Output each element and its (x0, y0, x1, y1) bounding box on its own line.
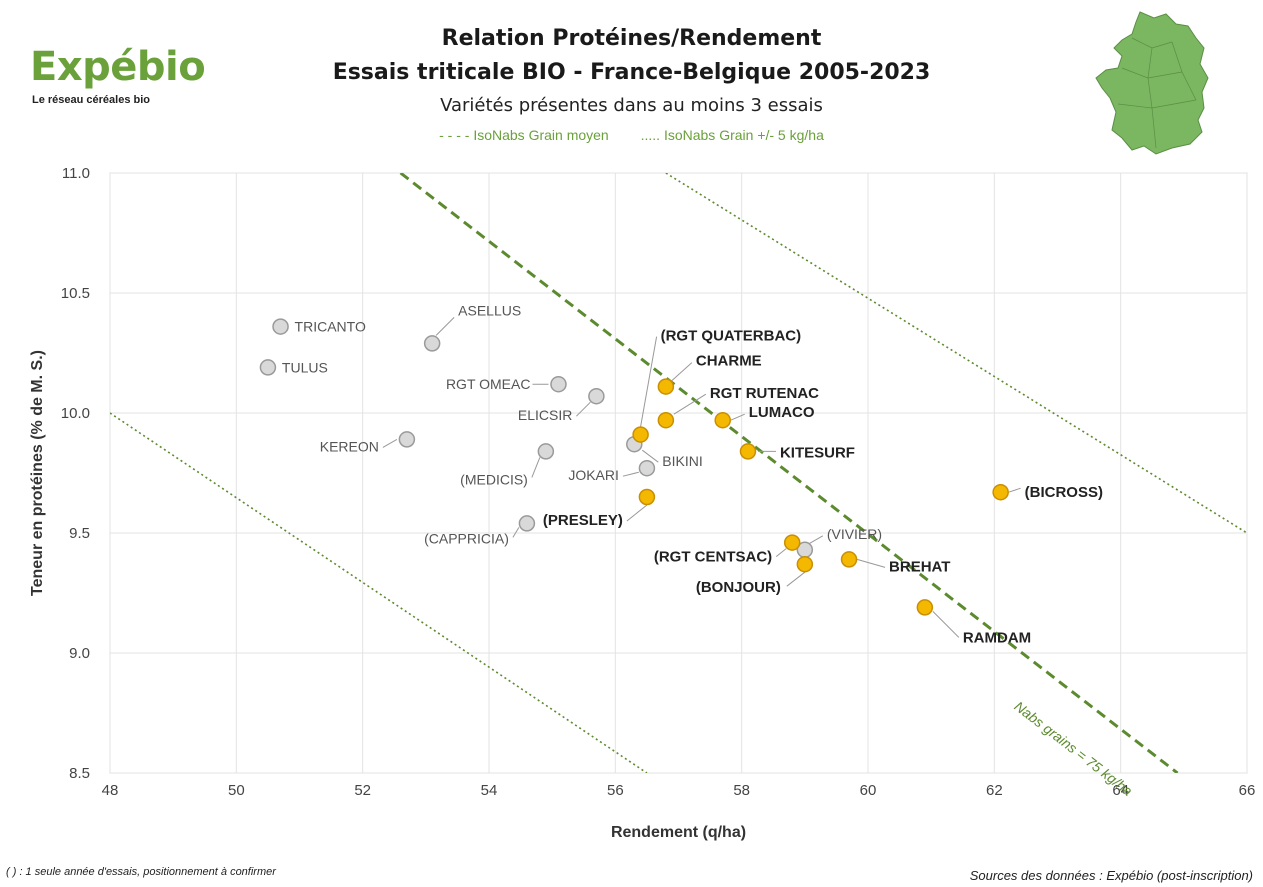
logo-tagline: Le réseau céréales bio (32, 94, 151, 106)
variety-label: TULUS (282, 359, 328, 375)
label-leader-line (775, 548, 787, 557)
variety-point-highlight (783, 534, 801, 551)
label-leader-line (641, 449, 659, 463)
variety-label: KEREON (320, 438, 379, 454)
legend-dotted-entry: ..... IsoNabs Grain +/- 5 kg/ha (640, 127, 824, 143)
variety-label: ASELLUS (458, 302, 521, 318)
x-tick-label: 56 (607, 782, 624, 799)
variety-point (638, 459, 656, 477)
variety-point (423, 335, 441, 352)
label-leader-line (730, 413, 745, 421)
x-axis-label: Rendement (q/ha) (611, 824, 746, 841)
variety-point (272, 318, 289, 335)
label-leader-line (671, 362, 693, 381)
variety-point-highlight (657, 411, 675, 429)
label-leader-line (576, 401, 591, 417)
france-map-icon (1095, 11, 1209, 155)
label-leader-line (626, 504, 648, 522)
isonabs-mean-line (399, 173, 1179, 773)
label-leader-line (640, 336, 658, 427)
variety-point-highlight (638, 488, 656, 506)
variety-label: LUMACO (749, 404, 815, 421)
label-leader-line (1008, 487, 1021, 493)
label-leader-line (673, 393, 707, 415)
chart-title-line1: Relation Protéines/Rendement (441, 26, 822, 51)
variety-point-highlight (739, 443, 757, 460)
label-leader-line (786, 571, 806, 587)
label-leader-line (856, 558, 886, 568)
x-tick-label: 60 (860, 782, 877, 799)
label-leader-line (932, 611, 960, 638)
y-axis-label: Teneur en protéines (% de M. S.) (29, 350, 46, 596)
label-leader-line (512, 527, 520, 538)
x-tick-label: 48 (102, 782, 119, 799)
isonabs-band-line (665, 173, 1247, 534)
x-tick-label: 66 (1239, 782, 1256, 799)
variety-label: (BONJOUR) (696, 579, 781, 596)
y-tick-label: 9.5 (69, 525, 90, 542)
plot-area (109, 172, 1248, 774)
variety-point (259, 359, 277, 376)
variety-label: RAMDAM (963, 629, 1031, 646)
variety-label: CHARME (696, 353, 762, 370)
variety-label: (BICROSS) (1025, 484, 1103, 501)
variety-label: (RGT QUATERBAC) (661, 328, 802, 345)
label-leader-line (531, 457, 541, 478)
variety-label: TRICANTO (295, 319, 366, 335)
logo-name: Expébio (30, 44, 206, 90)
label-leader-line (382, 438, 398, 448)
x-tick-label: 52 (354, 782, 371, 799)
chart-subtitle: Variétés présentes dans au moins 3 essai… (440, 95, 823, 116)
variety-point (537, 443, 555, 460)
data-source-note: Sources des données : Expébio (post-insc… (969, 868, 1253, 883)
variety-label: (RGT CENTSAC) (654, 549, 772, 566)
variety-label: RGT RUTENAC (710, 385, 819, 402)
variety-label: BIKINI (662, 453, 702, 469)
x-tick-label: 58 (733, 782, 750, 799)
label-leader-line (622, 471, 640, 477)
variety-point-highlight (916, 599, 934, 616)
variety-point-highlight (657, 378, 675, 395)
variety-label: BREHAT (889, 558, 950, 575)
variety-point-highlight (796, 555, 814, 573)
x-tick-label: 54 (481, 782, 498, 799)
variety-label: ELICSIR (518, 407, 572, 423)
variety-label: KITESURF (780, 444, 855, 461)
variety-label: (MEDICIS) (460, 471, 528, 487)
chart-legend: - - - - IsoNabs Grain moyen ..... IsoNab… (0, 127, 1263, 143)
variety-label: (CAPPRICIA) (424, 530, 509, 546)
variety-point-highlight (714, 411, 731, 429)
label-leader-line (808, 535, 824, 545)
variety-label: (VIVIER) (827, 526, 882, 542)
variety-point-highlight (840, 551, 858, 568)
iso-lines-group (110, 173, 1247, 773)
x-tick-label: 62 (986, 782, 1003, 799)
label-leader-line (435, 317, 455, 336)
variety-point-highlight (992, 483, 1009, 501)
variety-label: JOKARI (568, 467, 619, 483)
y-tick-label: 10.0 (61, 405, 90, 422)
legend-dashed-entry: - - - - IsoNabs Grain moyen (439, 127, 609, 143)
y-tick-label: 11.0 (62, 165, 90, 182)
y-tick-label: 9.0 (69, 645, 90, 662)
variety-label: RGT OMEAC (446, 376, 531, 392)
variety-point (550, 375, 567, 393)
chart-footnote: ( ) : 1 seule année d'essais, positionne… (6, 866, 276, 878)
y-tick-label: 10.5 (61, 285, 90, 302)
variety-label: (PRESLEY) (543, 512, 623, 529)
x-tick-label: 64 (1112, 782, 1129, 799)
chart-title-line2: Essais triticale BIO - France-Belgique 2… (332, 60, 931, 85)
variety-point (398, 431, 416, 448)
y-tick-label: 8.5 (69, 765, 90, 782)
variety-point (518, 515, 536, 532)
x-tick-label: 50 (228, 782, 245, 799)
variety-point (588, 387, 605, 405)
variety-point-highlight (632, 426, 649, 443)
